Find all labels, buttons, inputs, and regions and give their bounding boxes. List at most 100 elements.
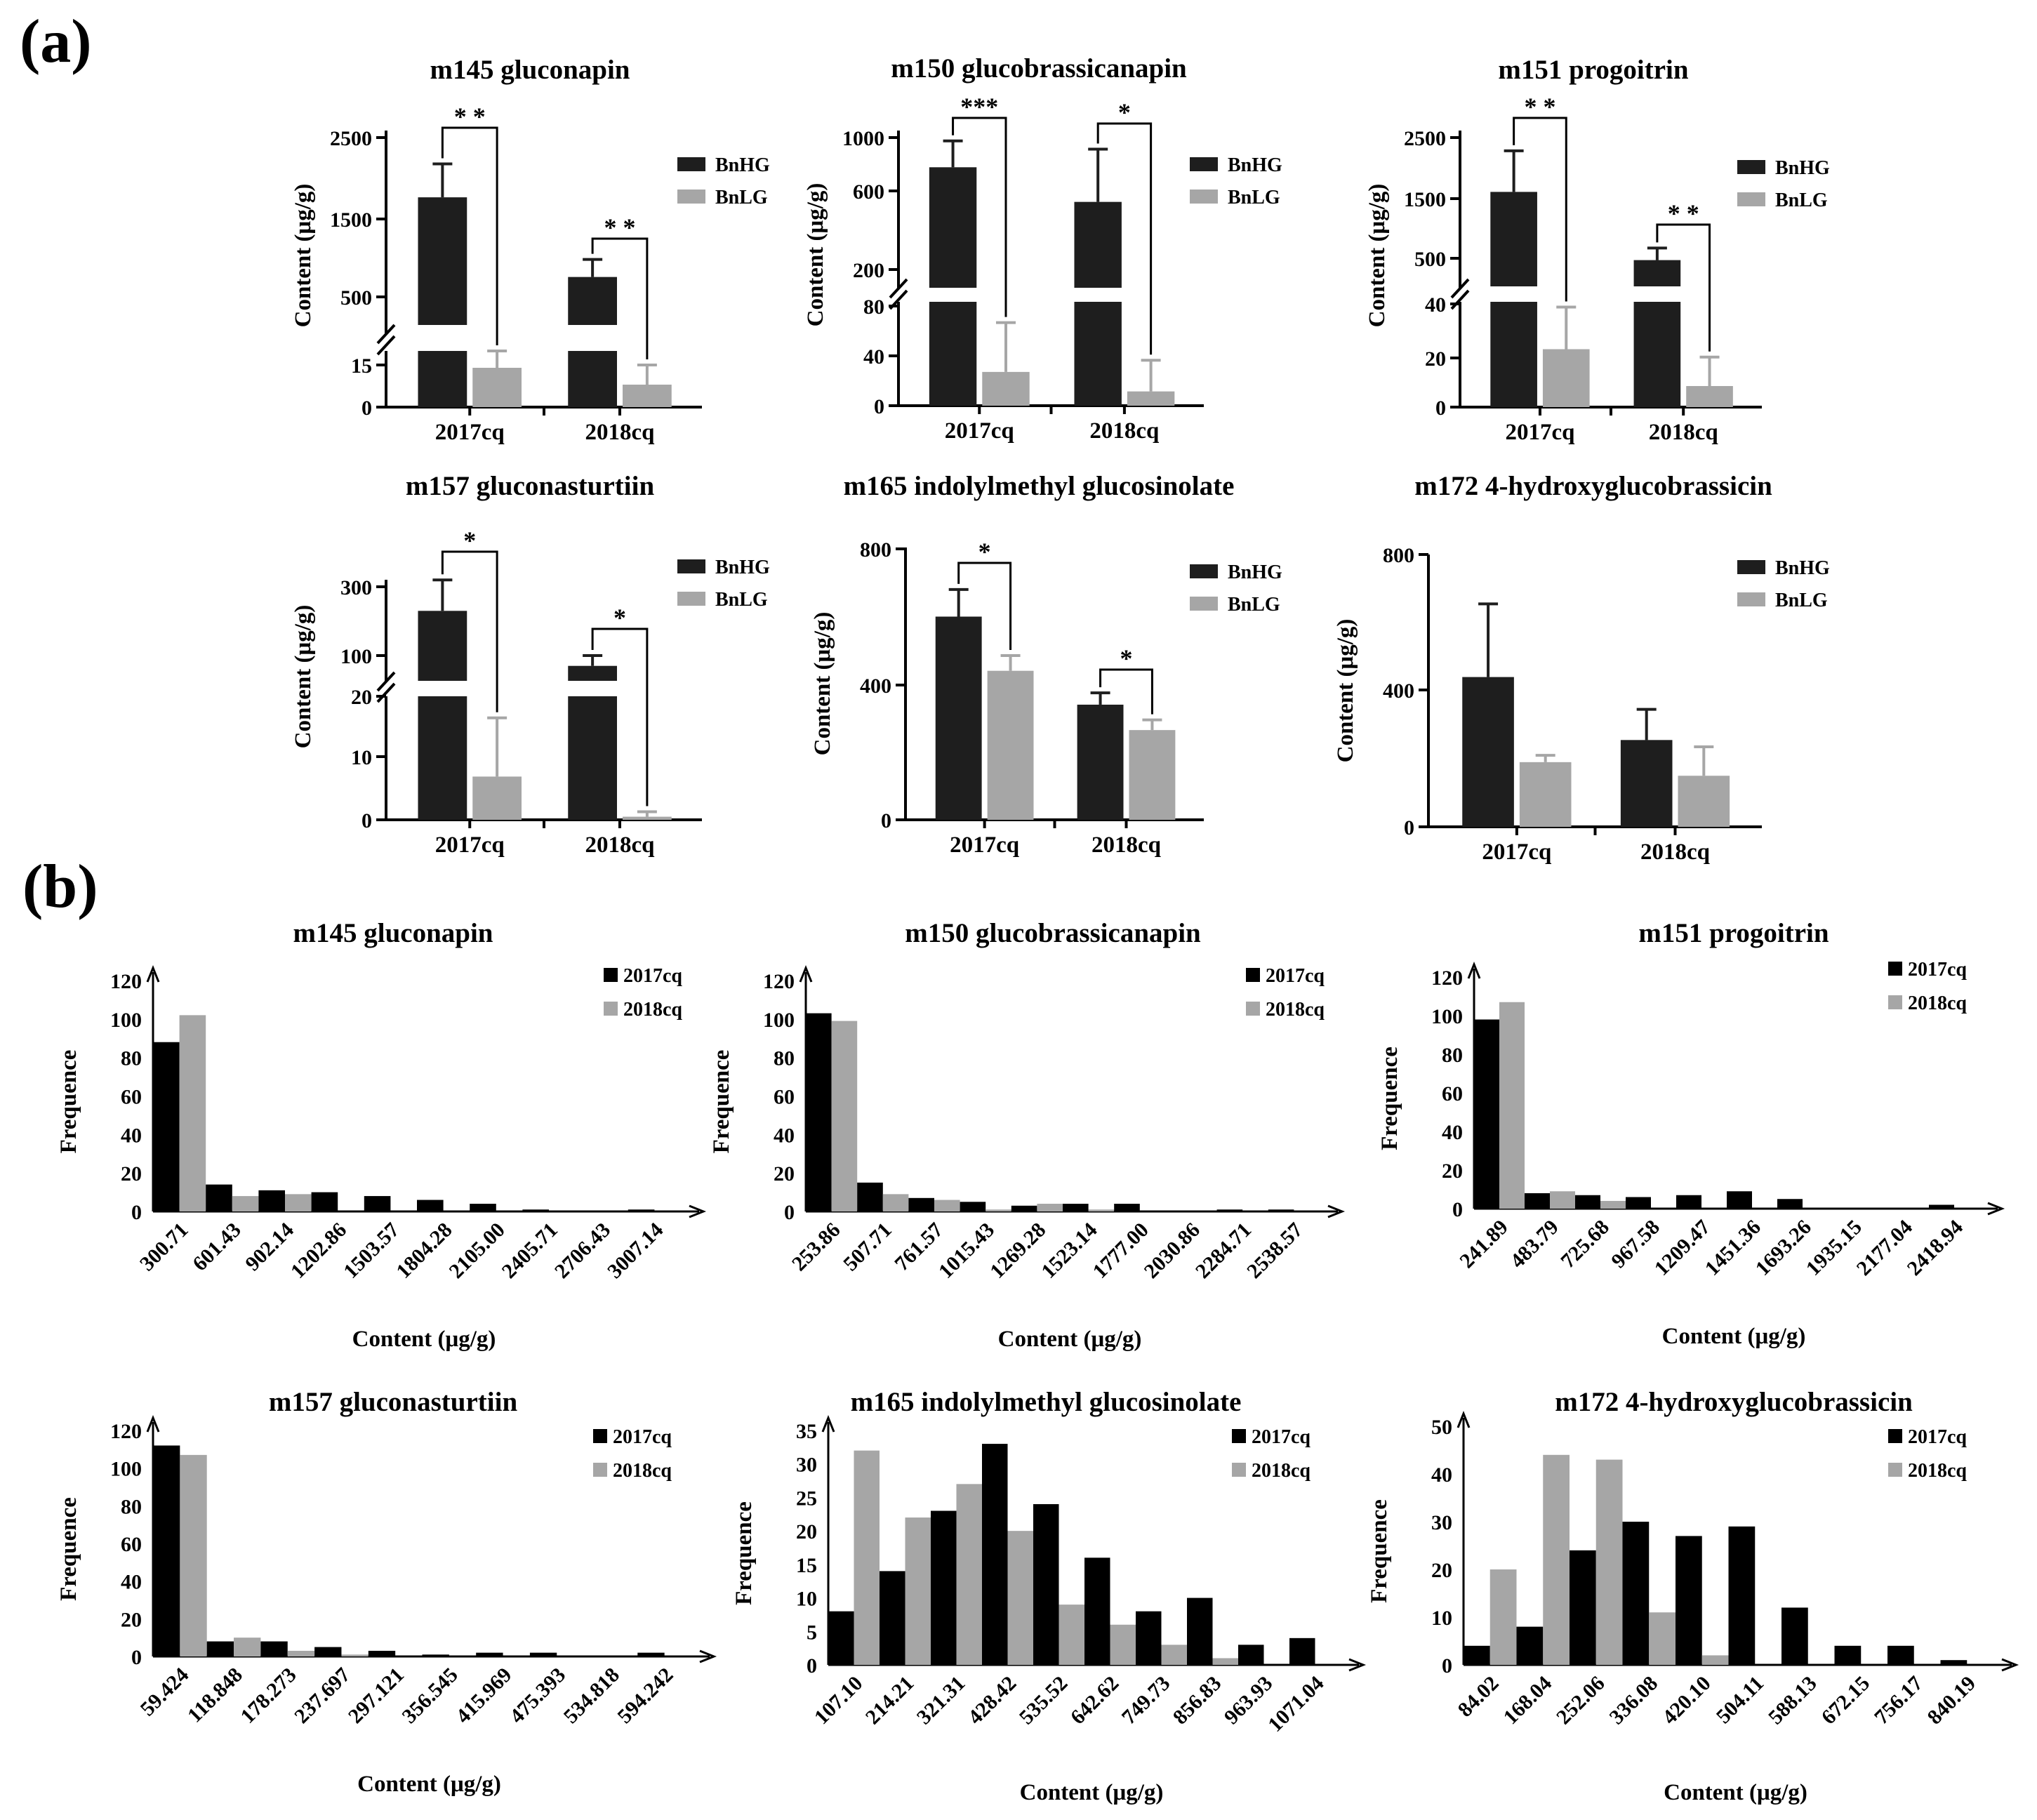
- x-category-label: 1071.04: [1263, 1672, 1328, 1736]
- significance-bracket: [1096, 122, 1153, 355]
- y-tick-label: 300: [340, 576, 372, 599]
- x-category-label: 2284.71: [1191, 1218, 1256, 1283]
- y-tick-label: 0: [1442, 1654, 1452, 1678]
- x-category-label: 588.13: [1764, 1672, 1822, 1729]
- x-category-label: 534.818: [559, 1663, 624, 1728]
- x-category-label: 2405.71: [498, 1218, 562, 1283]
- y-tick-label: 1500: [330, 208, 372, 232]
- bar-bnhg-lower: [929, 302, 977, 406]
- chart-b-4: m157 gluconasturtiin Frequence Content (μg…: [56, 1387, 717, 1797]
- panel-a-label: (a): [20, 8, 92, 76]
- bar-2018cq: [179, 1015, 206, 1211]
- legend-label: BnLG: [1775, 190, 1828, 211]
- y-axis-label: Frequence: [709, 1050, 734, 1154]
- x-axis-label: Content (μg/g): [1664, 1780, 1807, 1805]
- x-axis-arrow: [2001, 1658, 2019, 1672]
- bar-2017cq: [637, 1652, 665, 1656]
- bar-2018cq: [831, 1021, 858, 1211]
- x-category-label: 2418.94: [1903, 1216, 1968, 1280]
- legend-swatch-2018cq: [1888, 1463, 1902, 1477]
- y-tick-label: 10: [1431, 1607, 1452, 1630]
- legend-swatch-2017cq: [1232, 1429, 1246, 1443]
- legend-label: 2017cq: [1908, 1426, 1967, 1448]
- y-tick-label: 30: [796, 1454, 817, 1477]
- bar-bnhg: [1077, 704, 1124, 820]
- bar-2017cq: [1575, 1195, 1600, 1209]
- y-axis-label: Content (μg/g): [803, 183, 828, 327]
- y-tick-label: 40: [863, 345, 884, 368]
- legend-label: 2017cq: [1252, 1426, 1311, 1448]
- bar-2018cq: [287, 1650, 315, 1656]
- significance-bracket: [441, 550, 498, 712]
- bar-2017cq: [1834, 1645, 1862, 1665]
- axis-break-mark: [889, 278, 908, 299]
- bar-bnhg-lower: [418, 696, 467, 820]
- y-tick-label: 40: [121, 1124, 142, 1147]
- significance-bracket: [1513, 117, 1567, 302]
- bar-2018cq: [234, 1638, 261, 1656]
- legend-swatch-2017cq: [604, 968, 618, 982]
- y-axis-arrow: [1457, 1410, 1471, 1428]
- y-axis-label: Frequence: [56, 1050, 81, 1154]
- legend-swatch-2018cq: [1232, 1463, 1246, 1477]
- legend-label: BnLG: [1228, 187, 1280, 208]
- legend-swatch-2018cq: [604, 1002, 618, 1016]
- bar-2017cq: [1474, 1019, 1499, 1209]
- bar-2017cq: [1777, 1199, 1803, 1209]
- bar-2017cq: [417, 1200, 444, 1211]
- legend-label: BnHG: [715, 557, 770, 578]
- bar-bnlg: [472, 776, 522, 820]
- legend-swatch-2017cq: [1888, 1429, 1902, 1443]
- y-tick-label: 100: [340, 645, 372, 668]
- bar-2018cq: [1161, 1645, 1187, 1665]
- legend-label: BnLG: [1775, 590, 1828, 611]
- bar-bnhg-lower: [568, 696, 617, 820]
- bar-bnlg: [623, 816, 672, 820]
- y-tick-label: 0: [361, 397, 372, 420]
- bar-2017cq: [1268, 1209, 1294, 1211]
- bar-2018cq: [1543, 1454, 1570, 1665]
- bar-bnhg: [568, 277, 617, 325]
- bar-2018cq: [854, 1450, 880, 1665]
- x-category-label: 297.121: [344, 1663, 409, 1728]
- y-tick-label: 80: [863, 295, 884, 319]
- bar-2017cq: [1289, 1638, 1315, 1665]
- legend-label: 2018cq: [1252, 1460, 1311, 1482]
- y-tick-label: 100: [110, 1009, 142, 1032]
- y-tick-label: 100: [763, 1009, 795, 1032]
- legend-swatch-bnhg: [1737, 160, 1765, 174]
- y-tick-label: 0: [131, 1646, 142, 1669]
- significance-label: *: [613, 604, 626, 632]
- bar-bnlg: [1542, 349, 1590, 407]
- bar-2018cq: [232, 1196, 259, 1211]
- bar-2018cq: [1499, 1002, 1525, 1209]
- x-category-label: 2030.86: [1140, 1218, 1205, 1283]
- bar-bnhg: [1633, 260, 1681, 286]
- y-tick-label: 80: [1442, 1044, 1463, 1067]
- x-category-label: 2018cq: [1092, 832, 1162, 858]
- y-tick-label: 0: [1452, 1198, 1463, 1221]
- bar-bnlg: [987, 670, 1034, 820]
- y-tick-label: 1500: [1404, 188, 1446, 211]
- y-tick-label: 200: [853, 259, 884, 282]
- x-category-label: 756.17: [1870, 1672, 1927, 1729]
- chart-b-6: m172 4-hydroxyglucobrassicin Frequence Con…: [1367, 1387, 2019, 1805]
- chart-title: m172 4-hydroxyglucobrassicin: [1555, 1387, 1913, 1417]
- y-tick-label: 120: [110, 970, 142, 993]
- y-tick-label: 50: [1431, 1416, 1452, 1439]
- bar-bnlg: [623, 385, 672, 407]
- x-category-label: 168.04: [1499, 1672, 1557, 1729]
- y-tick-label: 0: [881, 809, 891, 832]
- bar-2017cq: [908, 1197, 934, 1211]
- significance-bracket: [591, 237, 649, 359]
- x-axis-arrow: [1348, 1658, 1367, 1672]
- axis-break-mark: [376, 335, 396, 356]
- bar-2017cq: [1676, 1195, 1701, 1209]
- x-category-label: 725.68: [1556, 1216, 1614, 1273]
- x-category-label: 2177.04: [1852, 1216, 1917, 1280]
- bar-2017cq: [1929, 1204, 1954, 1209]
- chart-b-2: m150 glucobrassicanapin Frequence Content …: [709, 918, 1346, 1352]
- bar-2017cq: [1940, 1660, 1968, 1665]
